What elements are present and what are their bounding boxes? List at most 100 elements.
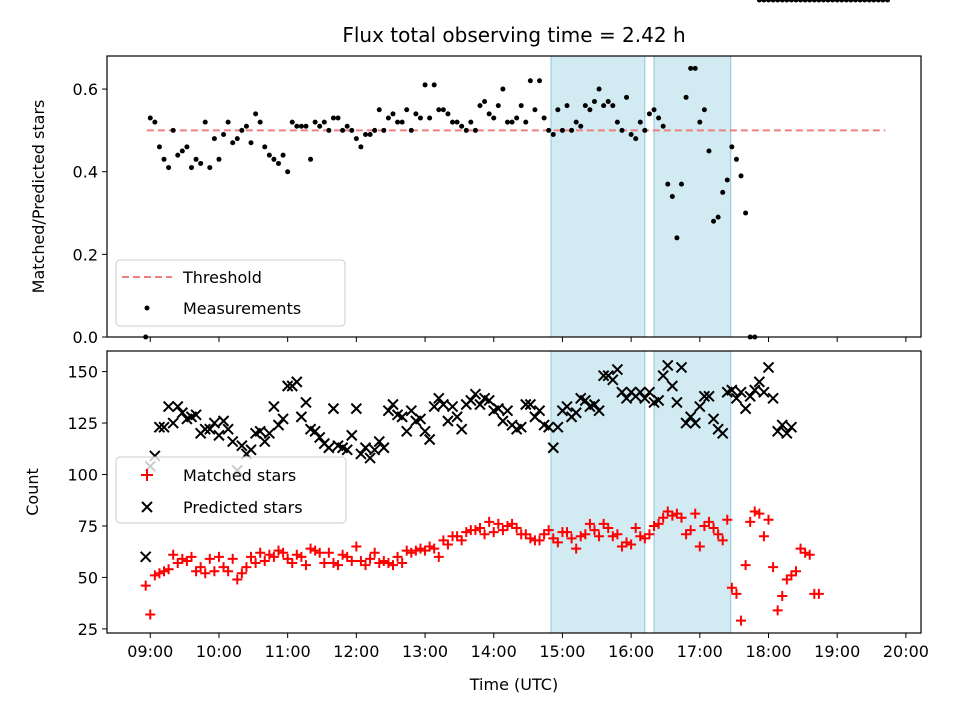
matched-star-point [154, 568, 165, 579]
matched-star-point [319, 558, 330, 569]
matched-star-point [287, 558, 298, 569]
matched-star-point [726, 582, 737, 593]
matched-star-point [584, 518, 595, 529]
shaded-interval [653, 55, 732, 338]
matched-star-point [213, 551, 224, 562]
top-y-axis-label: Matched/Predicted stars [29, 100, 48, 294]
predicted-star-point [245, 444, 257, 456]
predicted-star-point [153, 421, 166, 433]
measurement-point [399, 119, 405, 125]
measurement-point [834, 0, 840, 3]
legend-matched-label: Matched stars [183, 466, 296, 485]
measurement-point [166, 165, 172, 171]
measurement-point [788, 0, 794, 3]
measurement-point [885, 0, 891, 3]
measurement-point [729, 144, 735, 150]
matched-star-point [333, 560, 344, 571]
measurement-point [156, 144, 162, 150]
measurement-point [853, 0, 859, 3]
predicted-star-point [419, 425, 431, 437]
top-plot-frame [106, 55, 922, 338]
predicted-star-point [707, 413, 720, 425]
measurement-point [720, 189, 726, 195]
matched-star-point [722, 514, 733, 525]
measurement-point [761, 0, 767, 3]
measurement-point [234, 136, 240, 142]
predicted-star-point [162, 400, 175, 413]
measurement-point [385, 115, 391, 121]
x-tick-label: 10:00 [196, 642, 242, 661]
measurement-point [161, 156, 167, 162]
matched-star-point [649, 520, 660, 531]
measurement-point [289, 119, 295, 125]
x-tick-label: 17:00 [677, 642, 723, 661]
measurement-point [152, 119, 158, 125]
matched-star-point [703, 516, 714, 527]
matched-star-point [731, 588, 742, 599]
measurement-point [504, 119, 510, 125]
predicted-star-point [771, 425, 784, 437]
measurement-point [770, 0, 776, 3]
measurement-point [784, 0, 790, 3]
predicted-star-point [442, 415, 454, 427]
top-legend-box [115, 259, 346, 327]
matched-star-point [209, 566, 220, 577]
matched-star-point [168, 549, 179, 560]
y-tick-label: 100 [67, 466, 98, 485]
matched-star-point [415, 543, 426, 554]
predicted-star-point [579, 394, 592, 407]
predicted-star-point [222, 423, 234, 435]
matched-star-point [571, 543, 582, 554]
predicted-star-point [259, 435, 271, 448]
matched-star-point [264, 549, 275, 560]
measurement-point [390, 111, 396, 117]
measurement-point [527, 78, 533, 84]
bottom-x-axis: 09:00 10:00 11:00 12:00 13:00 14:00 15:00 16:00… [127, 633, 929, 661]
matched-star-point [163, 564, 174, 575]
predicted-star-point [350, 402, 363, 415]
measurement-point [472, 127, 478, 133]
measurement-point [495, 103, 501, 109]
predicted-star-point [616, 386, 628, 398]
measurement-point [564, 103, 570, 109]
measurement-point [862, 0, 868, 3]
predicted-star-point [382, 404, 395, 417]
measurement-point [298, 123, 304, 129]
matched-star-point [351, 541, 362, 552]
measurement-point [372, 127, 378, 133]
matched-star-point [685, 525, 696, 536]
predicted-star-point [758, 386, 770, 398]
predicted-star-point [378, 442, 390, 454]
matched-star-point [749, 506, 760, 517]
measurement-point [211, 136, 217, 142]
predicted-star-point [474, 398, 486, 411]
measurement-point [321, 119, 327, 125]
y-tick-label: 0.0 [73, 328, 98, 347]
matched-star-point [369, 547, 380, 558]
predicted-star-point [309, 425, 321, 437]
measurement-point [344, 123, 350, 129]
matched-star-point [429, 543, 440, 554]
matched-star-point [676, 512, 687, 523]
measurement-point [188, 165, 194, 171]
predicted-star-point [387, 398, 399, 411]
matched-star-point [410, 545, 421, 556]
predicted-star-point [327, 402, 340, 415]
predicted-star-point [762, 361, 775, 374]
legend-predicted-swatch [141, 501, 153, 513]
y-tick-label: 50 [78, 568, 98, 587]
shaded-interval [550, 55, 646, 338]
measurement-point [381, 127, 387, 133]
predicted-star-point [501, 404, 514, 417]
matched-star-point [337, 549, 348, 560]
matched-stars-series [141, 507, 824, 626]
measurement-point [147, 115, 153, 121]
predicted-star-point [781, 427, 793, 440]
matched-star-point [635, 531, 646, 542]
predicted-star-point [529, 411, 541, 423]
predicted-star-point [139, 551, 152, 563]
legend-predicted-label: Predicted stars [183, 498, 303, 517]
legend-measurements-swatch [144, 305, 150, 311]
matched-star-point [488, 527, 499, 538]
